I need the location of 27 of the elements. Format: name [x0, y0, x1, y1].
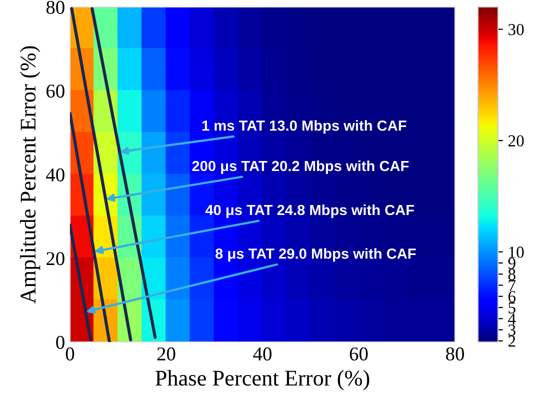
color-bar-label: 5 — [508, 302, 516, 314]
annotation: 1 ms TAT 13.0 Mbps with CAF — [202, 120, 406, 134]
color-bar-label: 8 — [508, 268, 516, 280]
color-bar-label: 2 — [508, 336, 516, 347]
color-bar-label: 7 — [508, 280, 516, 292]
color-bar-label: 20 — [508, 135, 524, 146]
y-axis-title: Amplitude Percent Error (%) — [20, 46, 40, 304]
x-tick-label: 40 — [253, 347, 272, 361]
color-bar-label: 6 — [508, 291, 516, 302]
annotation: 200 μs TAT 20.2 Mbps with CAF — [192, 160, 409, 174]
y-tick-label: 80 — [46, 0, 64, 14]
color-bar-label: 30 — [508, 24, 524, 36]
color-bar-label: 9 — [508, 258, 516, 269]
x-tick-label: 20 — [157, 347, 176, 361]
color-bar-label: 10 — [509, 246, 524, 258]
x-tick-label: 60 — [350, 347, 368, 361]
y-tick-label: 0 — [56, 336, 64, 349]
x-axis-title: Phase Percent Error (%) — [155, 370, 370, 390]
annotation: 40 μs TAT 24.8 Mbps with CAF — [205, 204, 414, 218]
annotation: 8 μs TAT 29.0 Mbps with CAF — [216, 248, 416, 262]
x-tick-label: 0 — [66, 347, 74, 361]
color-bar-label: 4 — [508, 313, 516, 324]
y-tick-label: 40 — [46, 168, 64, 182]
color-bar-label: 3 — [508, 324, 516, 336]
y-tick-label: 60 — [46, 84, 64, 98]
x-tick-label: 80 — [446, 347, 464, 361]
y-tick-label: 20 — [46, 252, 64, 266]
